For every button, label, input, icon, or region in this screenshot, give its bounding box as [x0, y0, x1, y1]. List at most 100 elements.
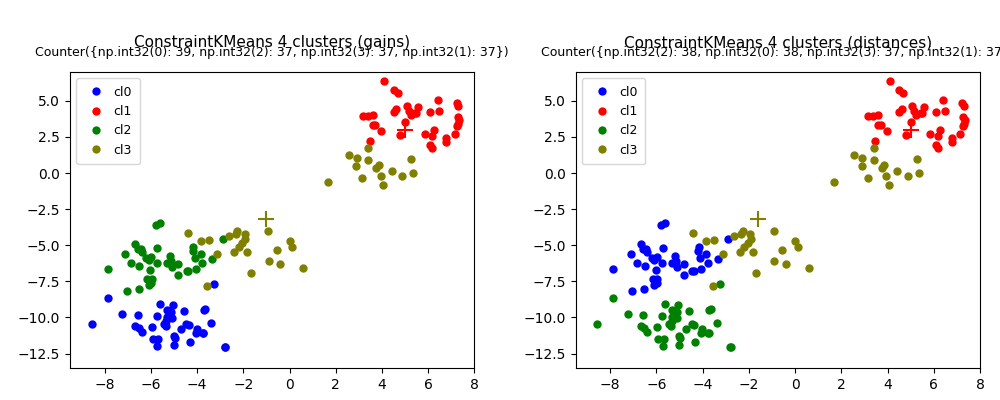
Point — [904, 103, 920, 109]
Point — [633, 240, 649, 247]
Point — [348, 162, 364, 169]
Point — [889, 168, 905, 174]
Point — [676, 261, 692, 268]
Point — [365, 112, 381, 118]
Point — [879, 127, 895, 134]
Point — [639, 248, 655, 255]
Point — [878, 173, 894, 180]
Point — [217, 344, 233, 350]
Point — [243, 270, 259, 276]
Point — [691, 244, 707, 250]
Point — [736, 244, 752, 251]
Legend: cl0, cl1, cl2, cl3: cl0, cl1, cl2, cl3 — [76, 78, 140, 164]
Point — [898, 131, 914, 138]
Point — [726, 233, 742, 239]
Point — [388, 106, 404, 112]
Point — [392, 131, 408, 138]
Point — [450, 120, 466, 127]
Point — [193, 250, 209, 257]
Point — [231, 244, 247, 251]
Point — [127, 240, 143, 247]
Point — [676, 272, 692, 278]
Point — [405, 170, 421, 176]
Point — [204, 255, 220, 262]
Point — [159, 307, 175, 314]
Point — [376, 78, 392, 84]
Point — [284, 244, 300, 250]
Point — [119, 288, 135, 294]
Point — [150, 336, 166, 342]
Point — [130, 246, 146, 252]
Point — [903, 119, 919, 125]
Point — [182, 339, 198, 345]
Point — [956, 120, 972, 127]
Point — [180, 230, 196, 236]
Point — [195, 330, 211, 336]
Point — [217, 344, 233, 350]
Text: Counter({np.int32(2): 38, np.int32(0): 38, np.int32(3): 37, np.int32(1): 37}): Counter({np.int32(2): 38, np.int32(0): 3… — [541, 46, 1000, 59]
Point — [712, 280, 728, 287]
Point — [229, 228, 245, 234]
Point — [143, 280, 159, 286]
Point — [148, 222, 164, 228]
Point — [750, 216, 766, 222]
Point — [320, 179, 336, 186]
Point — [134, 328, 150, 335]
Point — [373, 127, 389, 134]
Point — [956, 103, 972, 109]
Point — [882, 78, 898, 84]
Point — [873, 122, 889, 128]
Point — [639, 328, 655, 335]
Point — [633, 323, 649, 330]
Point — [955, 114, 971, 120]
Point — [149, 245, 165, 252]
Point — [341, 152, 357, 158]
Point — [733, 231, 749, 237]
Point — [371, 162, 387, 168]
Point — [678, 326, 694, 332]
Point — [657, 301, 673, 307]
Point — [449, 123, 465, 129]
Point — [165, 302, 181, 308]
Point — [426, 127, 442, 133]
Point — [384, 168, 400, 174]
Point — [930, 133, 946, 139]
Point — [913, 110, 929, 116]
Point — [386, 87, 402, 94]
Point — [900, 172, 916, 179]
Point — [176, 308, 192, 314]
Point — [870, 112, 886, 118]
Point — [722, 344, 738, 350]
Point — [620, 311, 636, 318]
Point — [826, 179, 842, 186]
Point — [928, 109, 944, 115]
Point — [152, 301, 168, 307]
Point — [139, 276, 155, 282]
Point — [854, 162, 870, 169]
Point — [657, 220, 673, 227]
Point — [163, 258, 179, 265]
Point — [149, 260, 165, 266]
Point — [134, 248, 150, 255]
Point — [375, 182, 391, 188]
Point — [636, 325, 652, 332]
Point — [221, 233, 237, 239]
Point — [438, 138, 454, 145]
Point — [449, 100, 465, 106]
Point — [408, 109, 424, 116]
Point — [709, 320, 725, 326]
Point — [669, 264, 685, 270]
Point — [646, 257, 662, 263]
Point — [930, 145, 946, 152]
Point — [629, 260, 645, 266]
Point — [149, 313, 165, 320]
Point — [649, 280, 665, 286]
Point — [774, 247, 790, 254]
Point — [145, 336, 161, 342]
Point — [944, 135, 960, 142]
Point — [605, 265, 621, 272]
Point — [801, 264, 817, 271]
Point — [743, 236, 759, 242]
Point — [891, 108, 907, 115]
Point — [916, 103, 932, 110]
